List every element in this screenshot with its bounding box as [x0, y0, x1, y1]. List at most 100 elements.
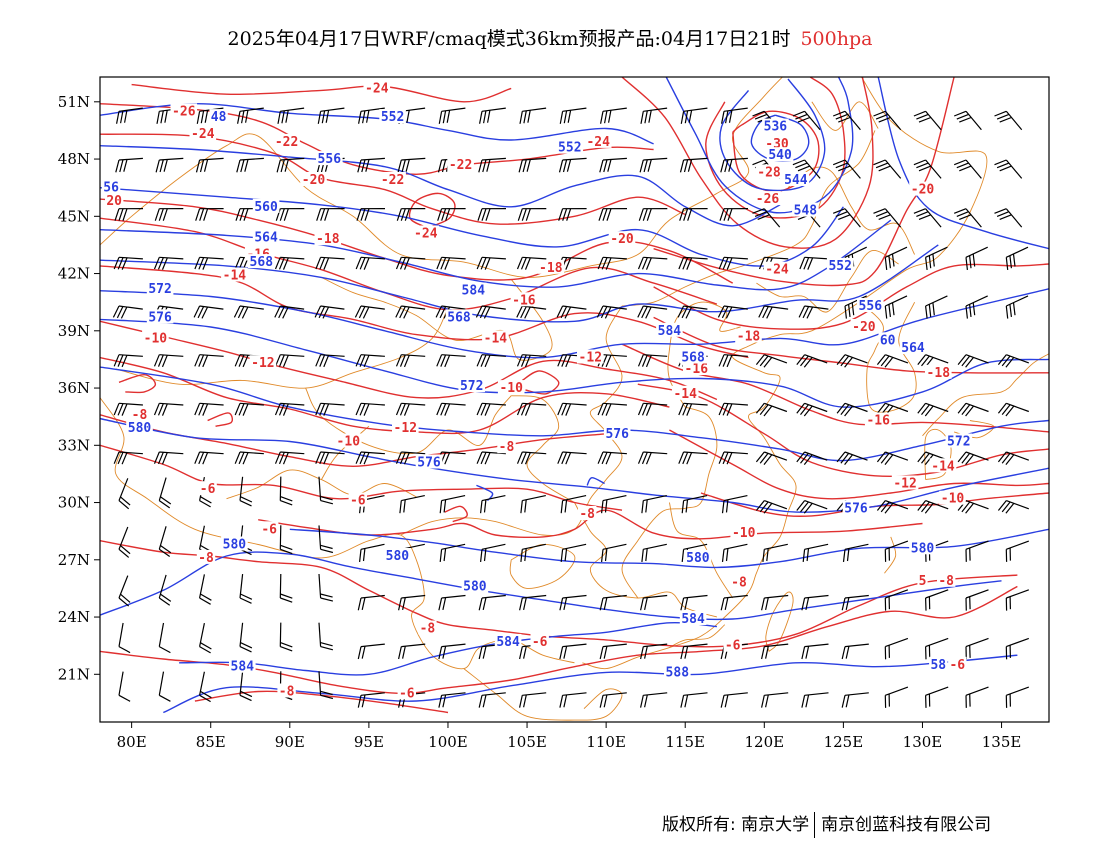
- temperature-label: -6: [725, 639, 741, 654]
- contour-label-bg: [826, 257, 854, 272]
- temperature-contour: [521, 370, 560, 395]
- contour-label-bg: [925, 364, 952, 379]
- wind-barb: [113, 451, 143, 465]
- temperature-contour: [732, 110, 820, 193]
- wind-barb: [720, 594, 748, 611]
- wind-barb: [357, 594, 385, 611]
- wind-barb: [194, 402, 224, 416]
- wind-barb: [556, 305, 587, 319]
- contour-label-bg: [146, 280, 174, 295]
- contour-labels: -24 -26 -24 -22 -20 20 -22 -22 -24 -18 -16 -14 -24 -2…: [101, 80, 973, 701]
- wind-barb: [195, 157, 224, 173]
- contour-label-bg: [857, 298, 884, 312]
- lat-tick-label: 45N: [58, 207, 90, 225]
- border-line: [574, 502, 718, 618]
- wind-barb: [318, 573, 334, 602]
- wind-barb: [437, 208, 466, 221]
- wind-barb: [395, 305, 426, 319]
- height-label: 584: [496, 635, 520, 650]
- wind-barb: [519, 692, 547, 708]
- temperature-label: -22: [381, 173, 404, 188]
- wind-barb: [315, 354, 345, 368]
- height-label: 552: [381, 110, 404, 125]
- wind-barb: [832, 208, 861, 228]
- wind-barb: [637, 402, 668, 416]
- height-label: 536: [764, 120, 788, 135]
- wind-barb: [274, 354, 305, 368]
- contour-label-bg: [763, 135, 791, 150]
- wind-barb: [792, 159, 821, 179]
- wind-barb: [395, 451, 426, 465]
- lat-tick-label: 33N: [58, 436, 90, 454]
- wind-barb: [477, 208, 507, 221]
- contour-label-bg: [300, 172, 327, 186]
- lat-tick-label: 48N: [58, 150, 90, 168]
- wind-barb: [720, 692, 748, 708]
- wind-barb: [118, 478, 131, 510]
- wind-barb: [761, 594, 789, 611]
- contour-label-bg: [909, 540, 936, 555]
- contour-label-bg: [755, 164, 783, 179]
- wind-barb: [478, 157, 506, 173]
- wind-barb: [516, 305, 547, 319]
- contour-label-bg: [656, 322, 683, 337]
- wind-barb: [479, 107, 506, 124]
- lat-tick-label: 21N: [58, 665, 90, 683]
- wind-barb: [516, 402, 547, 416]
- wind-barb: [395, 354, 426, 368]
- wind-barb: [315, 451, 345, 465]
- wind-barb: [957, 354, 989, 368]
- contour-label-bg: [729, 574, 749, 589]
- lon-tick-label: 110E: [586, 733, 626, 751]
- temperature-label: -24: [586, 135, 610, 150]
- wind-barb: [436, 354, 466, 368]
- contour-label-bg: [754, 191, 781, 206]
- wind-barb: [997, 402, 1030, 417]
- wind-barb: [761, 692, 789, 708]
- wind-barb: [519, 107, 547, 124]
- wind-barb: [153, 256, 184, 270]
- wind-barb: [236, 157, 264, 173]
- wind-barb: [873, 110, 902, 131]
- temperature-label: -14: [484, 331, 508, 346]
- wind-barb: [274, 402, 305, 416]
- wind-barb: [640, 692, 668, 708]
- wind-barb: [994, 159, 1023, 179]
- wind-barb: [876, 354, 909, 368]
- temperature-contour: [637, 383, 1049, 478]
- wind-barb: [721, 107, 748, 124]
- lat-tick-label: 39N: [58, 322, 90, 340]
- wind-barb: [601, 495, 627, 514]
- wind-barb: [965, 246, 988, 270]
- height-contour: [100, 318, 1049, 408]
- height-contour: [100, 417, 1049, 513]
- contour-label-bg: [937, 572, 956, 587]
- height-label: 540: [768, 148, 792, 163]
- temperature-contour: [100, 217, 718, 311]
- wind-barb: [118, 622, 131, 654]
- wind-barb: [559, 643, 587, 660]
- height-label: 580: [386, 549, 410, 564]
- wind-barb: [318, 671, 334, 700]
- temperature-contour: [100, 198, 734, 284]
- height-label: 580: [463, 580, 487, 595]
- temperature-contour: [207, 412, 233, 427]
- border-line: [922, 353, 1049, 437]
- contour-label-bg: [917, 572, 928, 587]
- wind-barb: [355, 256, 385, 270]
- contour-label-bg: [684, 549, 712, 564]
- contour-label-bg: [458, 378, 485, 393]
- temperature-label: -16: [866, 414, 890, 429]
- wind-barb: [158, 671, 171, 702]
- wind-barb: [476, 451, 506, 465]
- contour-label-bg: [314, 231, 342, 246]
- wind-barb: [801, 692, 829, 708]
- wind-barb: [153, 451, 184, 465]
- contour-label-bg: [412, 225, 440, 240]
- height-label: 584: [231, 660, 255, 675]
- wind-barb: [118, 575, 131, 607]
- wind-barb: [557, 451, 587, 465]
- border-line: [321, 276, 553, 361]
- wind-barb: [802, 543, 829, 562]
- contour-label-bg: [842, 500, 870, 515]
